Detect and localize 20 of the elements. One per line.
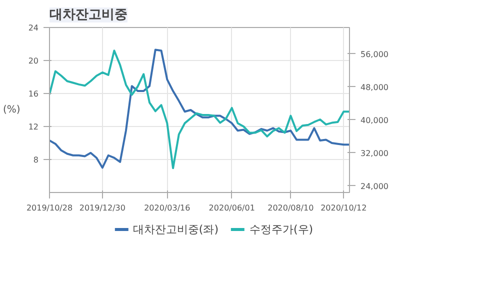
legend-label: 수정주가(우) [250, 222, 314, 236]
x-tick-label: 2020/10/12 [320, 204, 367, 212]
x-tick-label: 2020/08/10 [268, 204, 314, 212]
x-tick-label: 2019/10/28 [26, 204, 73, 212]
y2-tick-label: 40,000 [360, 116, 388, 125]
y-tick-label: 12 [28, 122, 39, 132]
y2-tick-label: 56,000 [360, 50, 388, 59]
y-tick-label: 16 [28, 90, 39, 98]
y-axis-title: (%) [3, 104, 20, 116]
x-tick-label: 2020/06/01 [208, 204, 255, 212]
y2-tick-label: 48,000 [360, 82, 388, 92]
y-tick-label: 20 [28, 56, 39, 66]
x-tick-label: 2019/12/30 [79, 204, 126, 212]
chart-title: 대차잔고비중 [50, 8, 128, 22]
x-tick-label: 2020/03/16 [144, 204, 190, 212]
legend-label: 대차잔고비중(좌) [132, 222, 218, 236]
y2-tick-label: 32,000 [360, 148, 388, 158]
y2-tick-label: 24,000 [360, 182, 388, 191]
y-tick-label: 24 [28, 24, 39, 32]
y-tick-label: 8 [33, 156, 39, 164]
